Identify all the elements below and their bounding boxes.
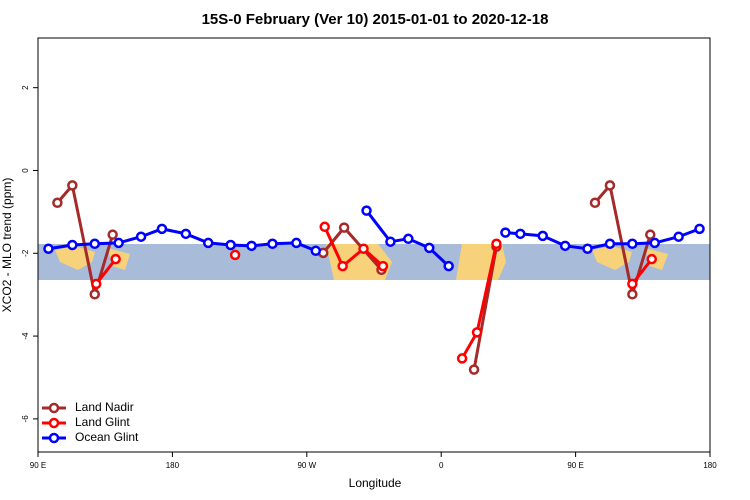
point: [582, 243, 593, 254]
point: [385, 236, 396, 247]
point: [604, 180, 616, 191]
point: [361, 205, 372, 216]
point: [537, 230, 548, 242]
point: [424, 242, 435, 254]
point: [246, 240, 257, 252]
point: [107, 229, 118, 240]
y-axis-label: XCO2 - MLO trend (ppm): [0, 178, 14, 313]
point: [377, 260, 389, 272]
map-band: [38, 244, 710, 280]
point: [589, 197, 601, 209]
y-tick-label: 0: [21, 168, 30, 173]
point: [694, 223, 705, 235]
point: [156, 223, 168, 235]
x-tick-label: 90 E: [30, 461, 46, 470]
y-tick-label: -6: [21, 415, 30, 423]
point: [52, 197, 63, 209]
point: [110, 253, 121, 265]
point: [291, 237, 302, 249]
legend-label: Ocean Glint: [75, 430, 139, 444]
legend-marker: [48, 432, 60, 444]
point: [225, 239, 236, 251]
x-tick-label: 180: [166, 461, 180, 470]
point: [673, 231, 684, 242]
x-tick-label: 180: [703, 461, 717, 470]
point: [90, 278, 102, 290]
y-tick-label: 2: [21, 85, 30, 90]
x-tick-label: 90 W: [297, 461, 316, 470]
point: [180, 228, 192, 240]
point: [649, 237, 660, 249]
point: [456, 353, 468, 364]
legend-marker: [48, 417, 60, 429]
land-patch: [592, 246, 632, 270]
point: [646, 253, 658, 265]
point: [319, 221, 330, 233]
chart-title: 15S-0 February (Ver 10) 2015-01-01 to 20…: [202, 11, 549, 28]
point: [43, 243, 54, 254]
y-tick-label: -2: [21, 249, 30, 257]
legend-label: Land Nadir: [75, 400, 134, 414]
point: [338, 222, 350, 233]
point: [113, 237, 124, 249]
point: [310, 245, 322, 257]
point: [500, 227, 511, 238]
x-tick-label: 90 E: [567, 461, 583, 470]
point: [135, 231, 147, 242]
point: [443, 260, 454, 272]
point: [468, 364, 480, 375]
point: [559, 240, 571, 252]
point: [89, 289, 100, 300]
x-axis-label: Longitude: [349, 476, 402, 490]
y-tick-label: -4: [21, 332, 30, 340]
plot-frame: [37, 37, 711, 453]
point: [337, 260, 348, 272]
point: [267, 238, 278, 250]
point: [202, 237, 214, 249]
point: [627, 238, 638, 250]
point: [515, 228, 526, 240]
series-line: [95, 226, 653, 360]
legend-label: Land Glint: [75, 415, 130, 429]
point: [89, 238, 100, 250]
point: [604, 238, 616, 250]
point: [491, 238, 502, 250]
point: [627, 289, 638, 300]
point: [627, 278, 638, 290]
point: [67, 239, 78, 251]
point: [403, 233, 414, 245]
point: [67, 180, 78, 191]
point: [645, 229, 656, 240]
point: [229, 249, 241, 261]
point: [358, 243, 369, 254]
legend-marker: [48, 402, 60, 414]
point: [471, 327, 483, 338]
x-tick-label: 0: [439, 461, 444, 470]
